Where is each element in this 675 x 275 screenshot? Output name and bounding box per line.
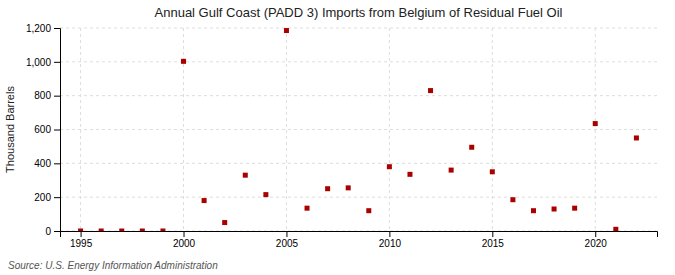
tick: 1,200: [26, 23, 60, 34]
point: [325, 186, 330, 191]
point: [634, 135, 639, 140]
tick-mark: [54, 130, 60, 131]
tick-mark: [184, 231, 185, 237]
grid-line: [60, 95, 657, 96]
grid-line: [60, 61, 657, 62]
grid-line: [286, 28, 287, 231]
grid-line: [80, 28, 81, 231]
source-note: Source: U.S. Energy Information Administ…: [8, 260, 218, 271]
point: [449, 168, 454, 173]
point: [119, 229, 124, 232]
point: [346, 185, 351, 190]
tick: 200: [34, 192, 60, 203]
tick-label: 1,000: [26, 57, 51, 68]
grid-line: [60, 197, 657, 198]
point: [305, 206, 310, 211]
grid-line: [183, 28, 184, 231]
chart: 1995 2000 2005 2010 2015 2020 0 200 400 600 800 1,0…: [0, 0, 675, 275]
grid-line: [492, 28, 493, 231]
axis-line: [54, 29, 61, 232]
grid: [60, 28, 657, 231]
grid-line: [595, 28, 596, 231]
point: [181, 59, 186, 64]
point: [284, 28, 289, 33]
point: [78, 229, 83, 232]
tick: 400: [34, 158, 60, 169]
tick-mark: [81, 231, 82, 237]
point: [407, 172, 412, 177]
point: [490, 169, 495, 174]
point: [593, 121, 598, 126]
point: [263, 192, 268, 197]
tick-label: 400: [34, 158, 51, 169]
grid-line: [60, 163, 657, 164]
grid-line: [60, 129, 657, 130]
tick-mark: [286, 231, 287, 237]
grid-line: [60, 28, 657, 29]
point: [99, 229, 104, 232]
tick: 2000: [173, 231, 196, 249]
tick: 2010: [379, 231, 402, 249]
point: [613, 227, 618, 231]
points: [78, 28, 639, 231]
point: [160, 229, 165, 232]
point: [572, 206, 577, 211]
tick: 1,000: [26, 57, 60, 68]
tick: 800: [34, 90, 60, 101]
tick: 1995: [70, 231, 93, 249]
tick-label: 0: [45, 226, 51, 237]
tick-mark: [54, 197, 60, 198]
point: [428, 88, 433, 93]
tick: 2015: [482, 231, 505, 249]
point: [387, 164, 392, 169]
y-axis: 0 200 400 600 800 1,000 1,200: [26, 23, 61, 237]
grid-line: [389, 28, 390, 231]
tick-mark: [492, 231, 493, 237]
y-axis-title: Thousand Barrels: [4, 86, 16, 173]
title: Annual Gulf Coast (PADD 3) Imports from …: [155, 5, 563, 20]
point: [202, 198, 207, 203]
tick-label: 1995: [70, 238, 93, 249]
tick-mark: [595, 231, 596, 237]
point: [531, 208, 536, 213]
tick-label: 600: [34, 124, 51, 135]
tick-label: 1,200: [26, 23, 51, 34]
point: [140, 229, 145, 232]
axis-line: [61, 232, 658, 238]
point: [469, 145, 474, 150]
tick-mark: [54, 28, 60, 29]
x-axis: 1995 2000 2005 2010 2015 2020: [61, 231, 658, 249]
point: [366, 208, 371, 213]
tick: 2005: [276, 231, 299, 249]
point: [510, 197, 515, 202]
tick-mark: [54, 163, 60, 164]
tick: 2020: [585, 231, 608, 249]
point: [243, 173, 248, 178]
tick-mark: [389, 231, 390, 237]
point: [552, 207, 557, 212]
tick-label: 800: [34, 90, 51, 101]
tick-label: 2020: [585, 238, 608, 249]
tick-mark: [54, 96, 60, 97]
point: [222, 220, 227, 225]
tick-label: 2005: [276, 238, 299, 249]
tick-mark: [54, 62, 60, 63]
tick-label: 2015: [482, 238, 505, 249]
tick: 600: [34, 124, 60, 135]
tick-label: 2000: [173, 238, 196, 249]
tick-mark: [54, 231, 60, 232]
tick-label: 2010: [379, 238, 402, 249]
tick-label: 200: [34, 192, 51, 203]
tick: 0: [45, 226, 60, 237]
